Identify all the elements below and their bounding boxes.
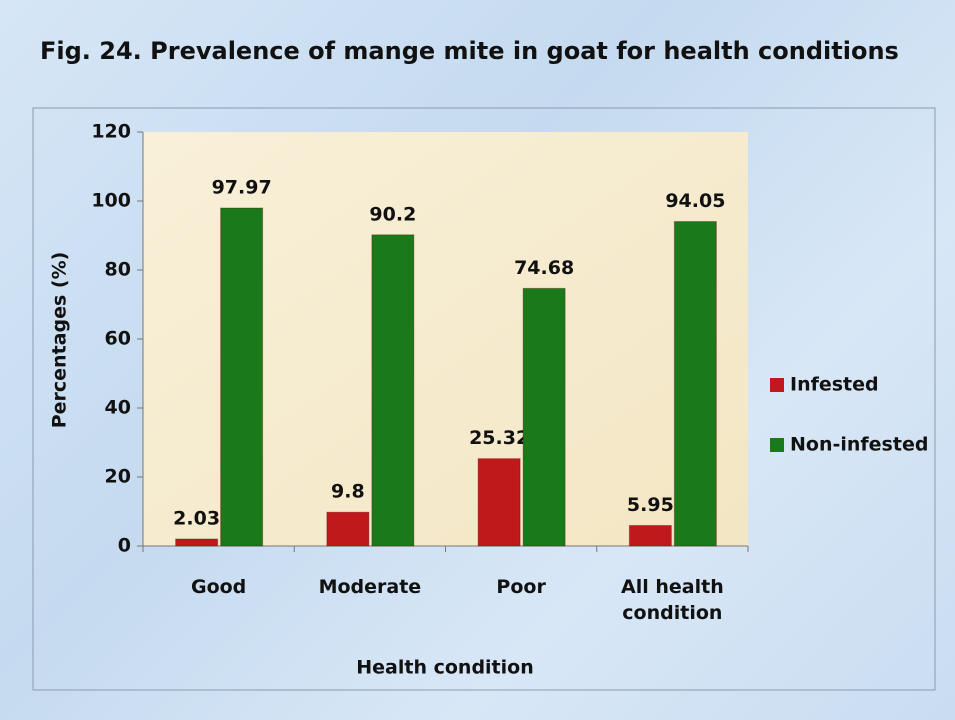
data-label: 94.05 bbox=[665, 190, 725, 212]
y-tick-label: 20 bbox=[105, 466, 131, 488]
data-label: 2.03 bbox=[173, 507, 220, 529]
x-tick-label: All health condition bbox=[621, 576, 724, 624]
data-label: 97.97 bbox=[212, 177, 272, 199]
bar bbox=[220, 207, 264, 547]
x-tick-label: Moderate bbox=[318, 576, 422, 598]
y-tick-label: 120 bbox=[91, 121, 131, 143]
legend-label: Non-infested bbox=[790, 434, 928, 456]
x-axis-label: Health condition bbox=[356, 657, 533, 679]
data-label: 90.2 bbox=[369, 203, 416, 225]
data-label: 25.32 bbox=[469, 427, 529, 449]
y-tick-label: 40 bbox=[105, 397, 131, 419]
y-tick-label: 0 bbox=[118, 535, 131, 557]
y-tick-label: 60 bbox=[105, 328, 131, 350]
y-tick-label: 80 bbox=[105, 259, 131, 281]
y-tick-label: 100 bbox=[91, 190, 131, 212]
bar bbox=[673, 221, 717, 547]
x-tick-label: Good bbox=[190, 576, 247, 598]
legend-swatch bbox=[770, 438, 784, 452]
x-tick-label: Poor bbox=[496, 576, 546, 598]
data-label: 74.68 bbox=[514, 257, 574, 279]
bar bbox=[371, 234, 415, 547]
data-label: 5.95 bbox=[627, 494, 674, 516]
legend-swatch bbox=[770, 378, 784, 392]
chart-frame bbox=[32, 107, 936, 691]
bar bbox=[522, 287, 566, 547]
bar bbox=[175, 538, 219, 547]
bar bbox=[326, 511, 370, 547]
legend-label: Infested bbox=[790, 374, 879, 396]
chart-title: Fig. 24. Prevalence of mange mite in goa… bbox=[40, 37, 899, 65]
y-axis-label: Percentages (%) bbox=[49, 252, 71, 429]
bar bbox=[477, 458, 521, 547]
bar bbox=[628, 524, 672, 547]
data-label: 9.8 bbox=[331, 481, 365, 503]
